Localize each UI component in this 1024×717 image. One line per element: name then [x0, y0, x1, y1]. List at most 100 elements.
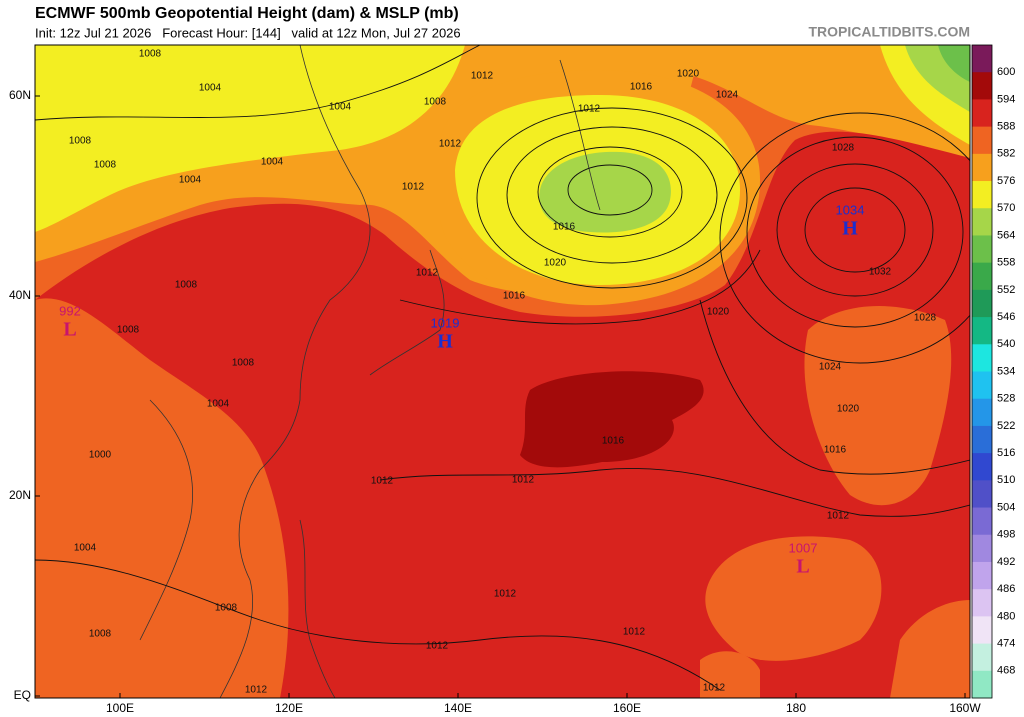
- colorbar-cell: [972, 643, 992, 672]
- contour-label: 1024: [819, 362, 842, 373]
- colorbar-cell: [972, 289, 992, 318]
- isobar: [476, 107, 748, 289]
- colorbar-label: 576: [997, 175, 1015, 187]
- contour-label: 1016: [602, 436, 625, 447]
- map: 1008 1004 1004 1008 1012 1020 1016 1012 1024 1028…: [35, 45, 970, 698]
- colorbar-label: 582: [997, 148, 1015, 160]
- colorbar-cell: [972, 45, 992, 73]
- contour-label: 1008: [89, 629, 112, 640]
- contour-label: 1008: [215, 603, 238, 614]
- colorbar-label: 564: [997, 229, 1015, 241]
- contour-label: 1012: [578, 104, 601, 115]
- colorbar-label: 558: [997, 257, 1015, 269]
- lon-label: 160E: [613, 701, 641, 715]
- contour-label: 1008: [139, 49, 162, 60]
- contour-label: 1004: [261, 157, 284, 168]
- colorbar-label: 588: [997, 121, 1015, 133]
- colorbar-cell: [972, 589, 992, 617]
- pressure-value: 1007: [789, 540, 818, 555]
- contour-label: 1008: [69, 136, 92, 147]
- colorbar-cell: [972, 453, 992, 481]
- contour-label: 1004: [207, 399, 230, 410]
- colorbar-label: 510: [997, 474, 1015, 486]
- height-shading: [35, 298, 289, 698]
- lon-label: 120E: [275, 701, 303, 715]
- coastline: [369, 249, 445, 376]
- height-shading: [35, 45, 465, 232]
- contour-label: 1016: [630, 82, 653, 93]
- contour-label: 1012: [623, 627, 646, 638]
- colorbar-cell: [972, 126, 992, 155]
- contour-label: 1020: [677, 69, 700, 80]
- colorbar-cell: [972, 72, 992, 100]
- contour-label: 1012: [494, 589, 517, 600]
- colorbar-label: 594: [997, 93, 1015, 105]
- colorbar-cell: [972, 670, 992, 699]
- pressure-value: 992: [59, 303, 81, 318]
- title: ECMWF 500mb Geopotential Height (dam) & …: [35, 5, 459, 22]
- colorbar-cell: [972, 398, 992, 427]
- isobar: [35, 559, 721, 691]
- colorbar-label: 570: [997, 202, 1015, 214]
- pressure-letter: H: [842, 218, 858, 240]
- isobar: [537, 146, 683, 238]
- contour-label: 1012: [402, 182, 425, 193]
- contour-label: 1000: [89, 450, 112, 461]
- subtitle: Init: 12z Jul 21 2026 Forecast Hour: [14…: [35, 25, 461, 40]
- colorbar-cell: [972, 181, 992, 209]
- height-shading: [539, 151, 671, 233]
- isobar: [35, 45, 481, 121]
- colorbar-label: 486: [997, 583, 1015, 595]
- colorbar-cell: [972, 208, 992, 236]
- height-shading: [705, 536, 882, 661]
- colorbar-label: 504: [997, 501, 1015, 513]
- pressure-letter: H: [437, 331, 453, 353]
- contour-label: 1012: [512, 475, 535, 486]
- isobar: [776, 163, 934, 297]
- pressure-letter: L: [63, 319, 76, 341]
- isobar: [804, 187, 906, 273]
- colorbar-label: 552: [997, 284, 1015, 296]
- lat-label: 40N: [9, 288, 31, 302]
- pressure-value: 1034: [836, 202, 865, 217]
- pressure-value: 1019: [431, 315, 460, 330]
- contour-label: 1012: [426, 641, 449, 652]
- colorbar-cell: [972, 344, 992, 372]
- colorbar-label: 540: [997, 338, 1015, 350]
- contour-label: 1016: [824, 445, 847, 456]
- colorbar-label: 498: [997, 529, 1015, 541]
- colorbar-cell: [972, 235, 992, 264]
- lat-label: EQ: [14, 688, 31, 702]
- colorbar-label: 516: [997, 447, 1015, 459]
- lat-label: 20N: [9, 488, 31, 502]
- contour-label: 1008: [117, 325, 140, 336]
- contour-label: 1004: [179, 175, 202, 186]
- contour-label: 1032: [869, 267, 892, 278]
- contour-label: 1012: [439, 139, 462, 150]
- colorbar-label: 546: [997, 311, 1015, 323]
- colorbar-label: 468: [997, 665, 1015, 677]
- height-shading: [890, 600, 970, 698]
- isobar: [399, 249, 761, 325]
- contour-label: 1004: [199, 83, 222, 94]
- colorbar-frame: [971, 44, 993, 699]
- lon-label: 100E: [106, 701, 134, 715]
- contour-label: 1008: [232, 358, 255, 369]
- coastline: [559, 59, 601, 211]
- isobar: [567, 164, 653, 216]
- isobar: [699, 299, 970, 475]
- colorbar-label: 474: [997, 637, 1015, 649]
- colorbar-label: 522: [997, 420, 1015, 432]
- colorbar-cell: [972, 561, 992, 590]
- contour-label: 1008: [94, 160, 117, 171]
- contour-label: 1028: [832, 143, 855, 154]
- contour-label: 1016: [553, 222, 576, 233]
- height-shading: [938, 45, 970, 82]
- lon-label: 140E: [444, 701, 472, 715]
- map-frame: [34, 44, 971, 699]
- colorbar-cell: [972, 425, 992, 454]
- isobar: [719, 112, 970, 364]
- contour-label: 1012: [827, 511, 850, 522]
- coastline: [299, 519, 336, 698]
